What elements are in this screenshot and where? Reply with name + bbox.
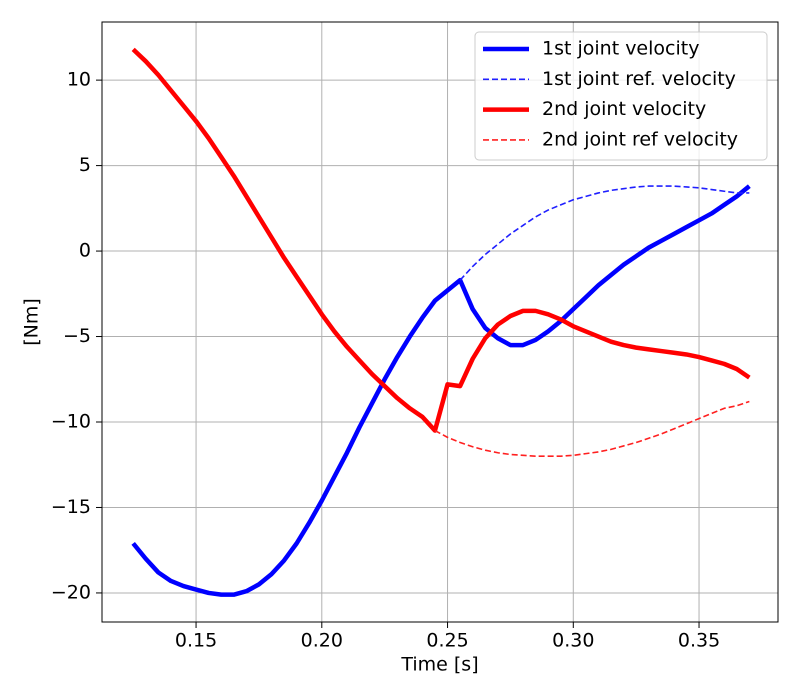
x-tick-label: 0.35 — [678, 630, 720, 652]
data-line — [459, 185, 750, 281]
legend-box — [474, 31, 768, 161]
data-line — [131, 47, 751, 433]
y-tick-label: −20 — [51, 581, 91, 603]
legend-label: 2nd joint ref velocity — [542, 128, 738, 150]
legend-label: 1st joint velocity — [542, 38, 699, 60]
legend-label: 1st joint ref. velocity — [542, 68, 736, 90]
x-tick-label: 0.15 — [175, 630, 217, 652]
x-axis-label: Time [s] — [400, 654, 478, 676]
y-tick-label: −15 — [51, 496, 91, 518]
legend-label: 2nd joint velocity — [542, 98, 706, 120]
plot-frame — [101, 21, 779, 623]
x-tick-label: 0.30 — [552, 630, 594, 652]
data-line — [434, 400, 750, 457]
data-line — [131, 184, 751, 597]
y-tick-label: −10 — [51, 411, 91, 433]
y-axis-label: [Nm] — [21, 298, 43, 346]
y-tick-label: 10 — [67, 69, 91, 91]
x-tick-label: 0.25 — [426, 630, 468, 652]
x-tick-label: 0.20 — [301, 630, 343, 652]
y-tick-label: −5 — [63, 325, 91, 347]
y-tick-label: 5 — [79, 154, 91, 176]
y-tick-label: 0 — [79, 240, 91, 262]
